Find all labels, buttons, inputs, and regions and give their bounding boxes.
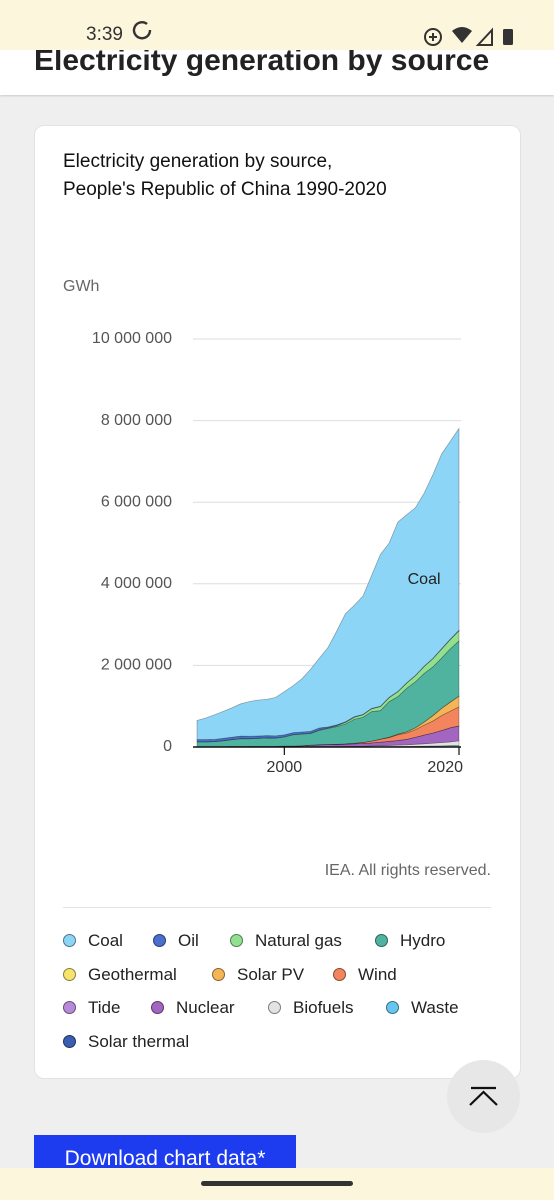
legend-swatch	[375, 934, 388, 947]
data-saver-plus	[429, 33, 437, 41]
home-indicator	[201, 1181, 353, 1186]
x-tick-label: 2020	[427, 759, 463, 776]
legend-swatch	[151, 1001, 164, 1014]
legend-item[interactable]: Waste	[386, 998, 459, 1018]
y-tick-label: 8 000 000	[101, 412, 172, 429]
legend-label: Tide	[88, 998, 121, 1017]
navigation-bar	[0, 1168, 554, 1200]
area	[196, 629, 460, 743]
area	[196, 427, 460, 741]
legend-label: Oil	[178, 931, 199, 950]
area	[197, 706, 460, 748]
legend-item[interactable]: Wind	[333, 965, 397, 985]
legend-label: Geothermal	[88, 965, 177, 984]
legend-label: Natural gas	[255, 931, 342, 950]
legend-swatch	[63, 968, 76, 981]
y-tick-label: 0	[163, 738, 172, 755]
data-saver-icon	[424, 28, 442, 46]
legend-swatch	[386, 1001, 399, 1014]
battery-icon	[503, 29, 513, 45]
legend-label: Biofuels	[293, 998, 354, 1017]
legend-swatch	[230, 934, 243, 947]
status-icons	[132, 21, 513, 46]
wifi-icon	[452, 27, 472, 43]
legend-label: Hydro	[400, 931, 446, 950]
y-tick-label: 2 000 000	[101, 657, 172, 674]
x-tick-label: 2000	[267, 759, 303, 776]
legend-label: Solar PV	[237, 965, 305, 984]
legend-label: Nuclear	[176, 998, 235, 1017]
legend-label: Solar thermal	[88, 1032, 190, 1051]
y-tick-label: 10 000 000	[92, 330, 172, 347]
y-axis-label: GWh	[63, 278, 100, 295]
sync-icon	[132, 21, 152, 40]
legend-item[interactable]: Nuclear	[151, 998, 235, 1018]
legend-item[interactable]: Oil	[153, 931, 199, 951]
legend-swatch	[333, 968, 346, 981]
legend-swatch	[63, 934, 76, 947]
source-note: IEA. All rights reserved.	[324, 862, 491, 879]
legend-label: Waste	[411, 998, 459, 1017]
legend-item[interactable]: Hydro	[375, 931, 445, 951]
legend-swatch	[63, 1035, 76, 1048]
y-tick-label: 4 000 000	[101, 575, 172, 592]
chevron-icon	[469, 1086, 498, 1106]
back-to-top-button[interactable]	[447, 1060, 520, 1133]
annotation: Coal	[408, 571, 441, 588]
y-tick-label: 6 000 000	[101, 493, 172, 510]
legend-swatch	[63, 1001, 76, 1014]
area	[197, 695, 460, 748]
signal-icon	[475, 27, 493, 46]
legend-item[interactable]: Tide	[63, 998, 120, 1018]
legend-swatch	[212, 968, 225, 981]
legend-swatch	[268, 1001, 281, 1014]
legend-item[interactable]: Natural gas	[230, 931, 342, 951]
legend-label: Coal	[88, 931, 123, 950]
legend-item[interactable]: Solar PV	[212, 965, 304, 985]
legend-item[interactable]: Solar thermal	[63, 1032, 189, 1052]
divider	[63, 907, 491, 908]
chart: 0 2 000 000 4 000 000 6 000 000 8 000 000 10 …	[92, 330, 463, 776]
legend-item[interactable]: Biofuels	[268, 998, 353, 1018]
legend-item[interactable]: Coal	[63, 931, 123, 951]
legend-item[interactable]: Geothermal	[63, 965, 177, 985]
legend-label: Wind	[358, 965, 397, 984]
legend-swatch	[153, 934, 166, 947]
chart-title: Electricity generation by source, People…	[63, 151, 387, 200]
status-time: 3:39	[86, 24, 123, 45]
status-bar: 3:39	[0, 0, 554, 50]
